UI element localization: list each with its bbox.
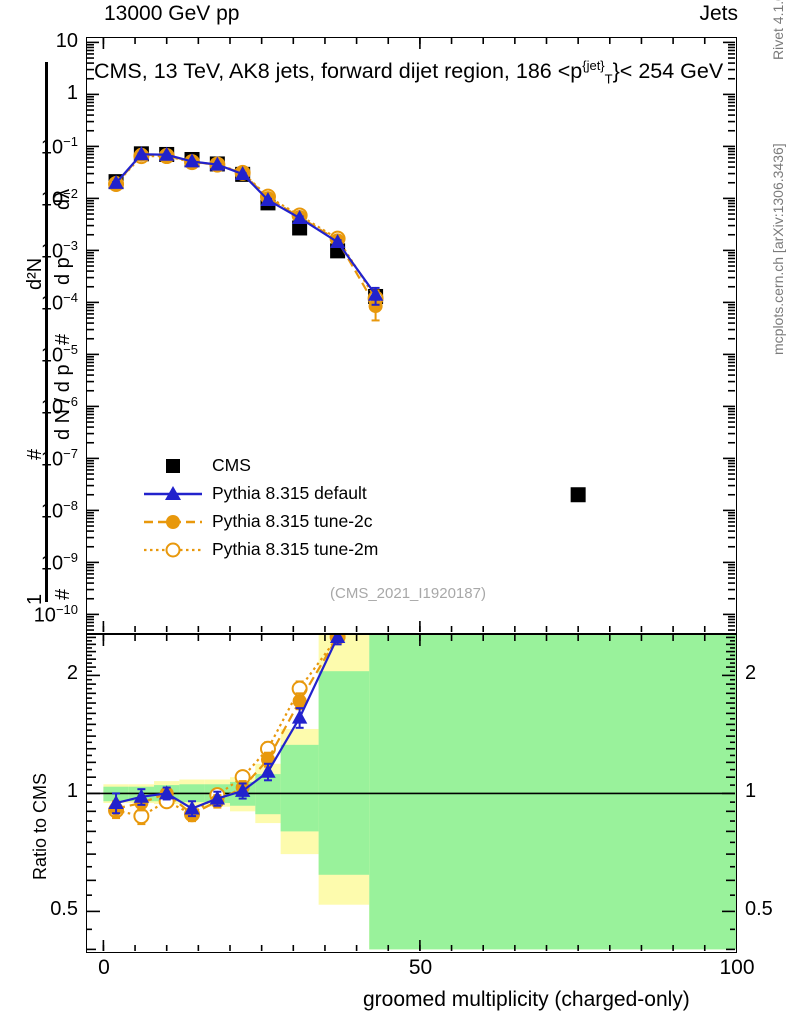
ratio-y-tick-label: 1 — [66, 780, 78, 802]
plot-title-pre: CMS, 13 TeV, AK8 jets, forward dijet reg… — [94, 59, 583, 84]
legend-entry[interactable]: Pythia 8.315 tune-2c — [142, 508, 392, 536]
plot-title-sub: T — [604, 71, 613, 87]
legend: CMS Pythia 8.315 default Pythia 8.315 tune… — [142, 452, 392, 564]
data-marker-circle-filled — [368, 299, 383, 314]
mcplots-note: mcplots.cern.ch [arXiv:1306.3436] — [770, 143, 786, 355]
legend-key-glyph — [144, 515, 202, 529]
ratio-plot-panel — [86, 634, 737, 953]
data-marker-triangle — [329, 635, 346, 643]
legend-key — [142, 536, 204, 564]
main-y-tick-label: 1 — [66, 82, 78, 104]
legend-key-glyph — [144, 542, 202, 558]
data-marker-square — [292, 220, 308, 236]
data-marker-triangle — [209, 790, 226, 805]
ratio-y-tick-label-right: 1 — [745, 780, 757, 802]
data-marker-triangle — [291, 209, 308, 224]
main-y-tick-label: 10−2 — [40, 186, 78, 211]
legend-key-glyph — [166, 459, 180, 473]
legend-key-glyph — [144, 486, 202, 500]
data-marker-triangle — [133, 788, 150, 803]
data-marker-triangle — [260, 191, 276, 206]
yaxis-title: d²N # 1 dλ d p # d N / d p # — [4, 40, 74, 605]
data-marker-triangle — [159, 785, 175, 800]
main-y-tick-label: 10−1 — [40, 134, 78, 159]
legend-key — [142, 480, 204, 508]
data-marker-circle-filled — [292, 694, 307, 709]
legend-label: Pythia 8.315 default — [212, 483, 367, 503]
data-marker-triangle — [108, 174, 124, 189]
data-marker-triangle — [108, 794, 124, 809]
header-beam-label: 13000 GeV pp — [104, 2, 240, 25]
legend-key — [142, 508, 204, 536]
legend-label: CMS — [212, 455, 251, 475]
legend-entry[interactable]: Pythia 8.315 tune-2m — [142, 536, 392, 564]
yaxis-title-fraction-bar — [45, 62, 48, 602]
header-analysis-label: Jets — [699, 2, 738, 25]
main-y-tick-label: 10−6 — [40, 394, 78, 419]
x-tick-label: 100 — [719, 956, 755, 979]
ratio-plot-canvas — [87, 635, 736, 951]
ratio-y-tick-label-right: 2 — [745, 662, 757, 684]
main-y-tick-label: 10−3 — [40, 238, 78, 263]
rivet-version-note: Rivet 4.1.0, ≥ 100k events — [770, 0, 786, 60]
yaxis-title-hash-c: # — [52, 588, 74, 600]
xaxis-title: groomed multiplicity (charged-only) — [363, 988, 690, 1011]
data-marker-triangle — [184, 153, 200, 168]
ratio-y-tick-label: 0.5 — [50, 898, 78, 920]
main-y-tick-label: 10−8 — [40, 498, 78, 523]
data-marker-triangle — [159, 146, 175, 161]
data-marker-triangle — [209, 156, 226, 171]
main-y-tick-label: 10−9 — [40, 550, 78, 575]
main-y-tick-label: 10−5 — [40, 342, 78, 367]
band-green — [280, 744, 319, 832]
data-marker-square — [570, 487, 586, 503]
legend-key — [142, 452, 204, 480]
ratio-y-tick-label: 2 — [66, 662, 78, 684]
band-green — [369, 635, 736, 950]
legend-entry[interactable]: CMS — [142, 452, 392, 480]
main-y-tick-label: 10−10 — [33, 602, 78, 627]
plot-title: CMS, 13 TeV, AK8 jets, forward dijet reg… — [94, 58, 723, 86]
main-y-tick-label: 10 — [55, 30, 78, 52]
uncertainty-bands — [103, 635, 736, 950]
data-marker-triangle — [291, 709, 308, 724]
ratio-axis-title: Ratio to CMS — [30, 772, 50, 880]
main-plot-panel — [86, 37, 737, 634]
legend-label: Pythia 8.315 tune-2c — [212, 511, 373, 531]
series-line — [115, 153, 377, 296]
legend-label: Pythia 8.315 tune-2m — [212, 539, 379, 559]
main-y-tick-label: 10−7 — [40, 446, 78, 471]
plot-title-post: }< 254 GeV — [612, 59, 724, 84]
main-y-tick-label: 10−4 — [40, 290, 78, 315]
band-green — [318, 671, 370, 875]
ratio-y-tick-label-right: 0.5 — [745, 898, 773, 920]
legend-entry[interactable]: Pythia 8.315 default — [142, 480, 392, 508]
data-marker-triangle — [329, 233, 346, 248]
data-marker-triangle — [367, 286, 384, 301]
data-marker-triangle — [234, 165, 251, 180]
analysis-id-watermark: (CMS_2021_I1920187) — [330, 585, 486, 602]
main-plot-canvas — [87, 38, 735, 632]
data-marker-triangle — [133, 146, 150, 161]
x-tick-label: 50 — [408, 956, 433, 979]
data-marker-triangle — [260, 763, 276, 778]
data-marker-triangle — [234, 782, 251, 797]
x-tick-label: 0 — [98, 956, 110, 979]
data-marker-triangle — [184, 800, 200, 815]
plot-title-sup: {jet} — [582, 58, 605, 73]
